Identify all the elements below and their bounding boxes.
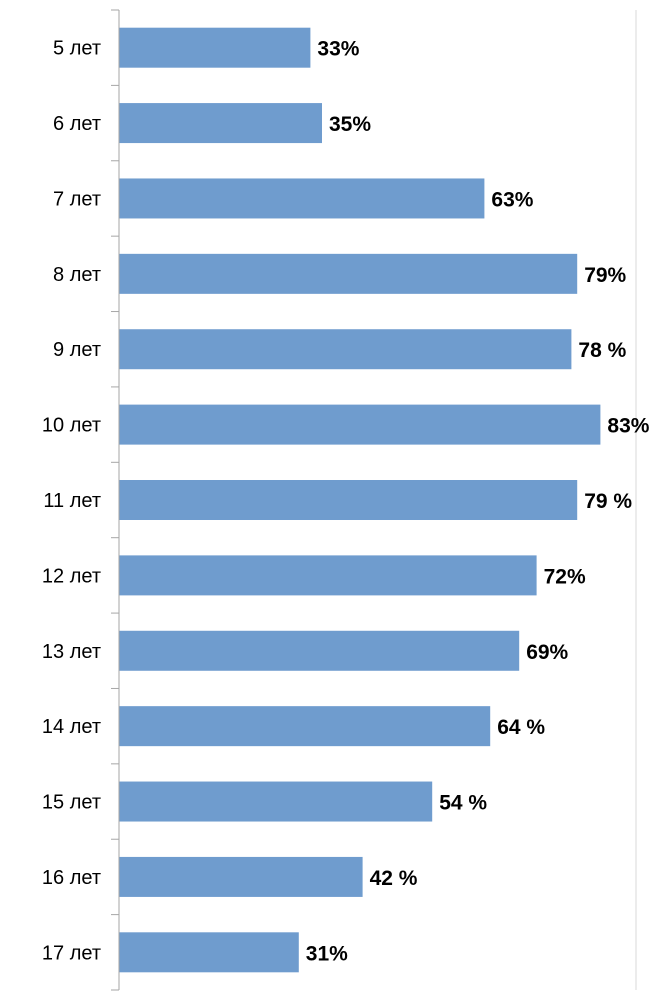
bar (119, 706, 491, 747)
category-label: 14 лет (42, 716, 101, 738)
bar (119, 103, 322, 144)
bar (119, 856, 363, 897)
category-label: 5 лет (53, 38, 101, 60)
category-label: 12 лет (42, 565, 101, 587)
data-label: 35% (329, 113, 371, 136)
data-label: 83% (607, 415, 649, 438)
category-label: 9 лет (53, 339, 101, 361)
category-label: 17 лет (42, 942, 101, 964)
data-label: 69% (526, 641, 568, 664)
data-label: 64 % (497, 716, 545, 739)
bars-group (119, 27, 601, 973)
bar (119, 630, 520, 671)
bar (119, 329, 572, 370)
data-label: 79 % (584, 490, 632, 513)
category-label: 10 лет (42, 415, 101, 437)
data-label: 63% (491, 188, 533, 211)
bar (119, 932, 299, 973)
category-label: 7 лет (53, 188, 101, 210)
labels-group: 5 лет 33% 6 лет 35% 7 лет 63% 8 лет 79% 9 лет 78 … (42, 38, 650, 966)
category-label: 13 лет (42, 641, 101, 663)
bar (119, 781, 433, 822)
bar (119, 404, 601, 445)
bar (119, 27, 311, 68)
data-label: 72% (544, 565, 586, 588)
data-label: 54 % (439, 792, 487, 815)
data-label: 31% (306, 942, 348, 965)
data-label: 78 % (578, 339, 626, 362)
category-label: 8 лет (53, 264, 101, 286)
category-label: 16 лет (42, 867, 101, 889)
axis-group (111, 9, 637, 991)
category-label: 6 лет (53, 113, 101, 135)
data-label: 79% (584, 264, 626, 287)
bar (119, 178, 485, 219)
bar (119, 555, 537, 596)
bar (119, 480, 578, 520)
category-label: 11 лет (43, 490, 101, 512)
category-label: 15 лет (42, 792, 101, 814)
data-label: 42 % (370, 867, 418, 890)
bar (119, 253, 578, 294)
data-label: 33% (317, 38, 359, 61)
